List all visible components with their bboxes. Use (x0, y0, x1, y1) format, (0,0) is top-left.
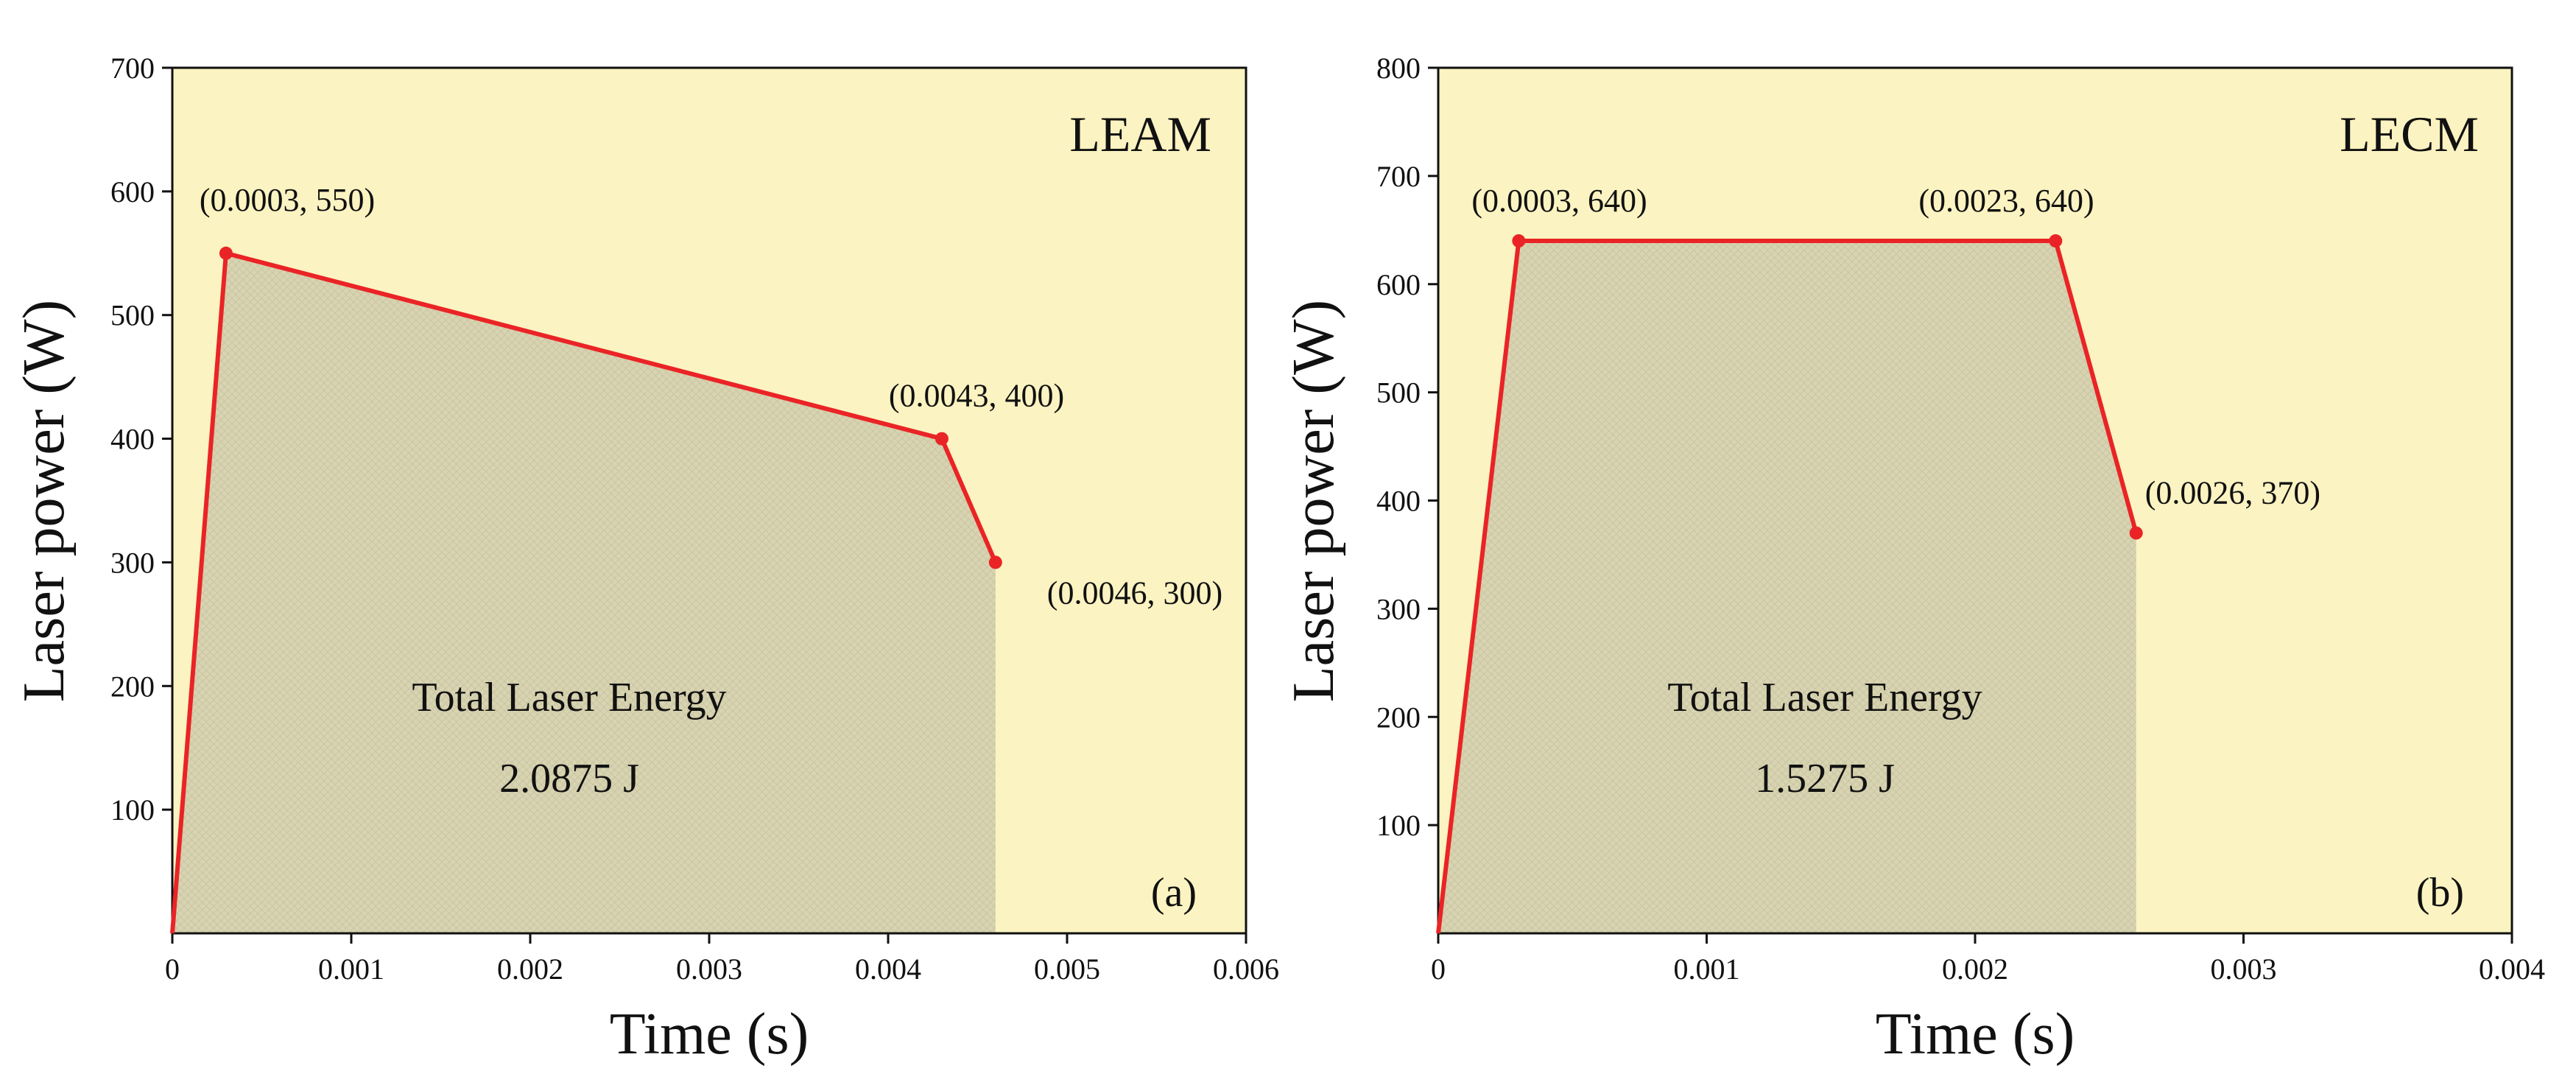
subfigure-label: (a) (1151, 870, 1197, 916)
data-point (219, 246, 233, 260)
energy-annotation-title: Total Laser Energy (1667, 675, 1982, 720)
y-tick-label: 800 (1376, 52, 1421, 85)
y-tick-label: 200 (1376, 701, 1421, 734)
x-axis-title-b: Time (s) (1876, 1002, 2074, 1067)
chart-lecm: 0 0.001 0.002 0.003 0.004 100 200 300 400 500 600 7… (1281, 52, 2545, 1067)
y-axis-title-a: Laser power (W) (12, 300, 77, 702)
data-point-label: (0.0003, 640) (1471, 183, 1647, 219)
x-tick-label: 0.003 (2211, 952, 2277, 986)
panel-title: LEAM (1069, 106, 1211, 162)
x-tick-label: 0 (1431, 952, 1446, 986)
energy-area (1438, 241, 2136, 933)
chart-leam: 0 0.001 0.002 0.003 0.004 0.005 0.006 100 200 300… (12, 52, 1279, 1067)
data-point (988, 555, 1002, 569)
x-tick-label: 0.004 (855, 952, 921, 986)
x-tick-label: 0.001 (1674, 952, 1740, 986)
data-point (935, 432, 949, 446)
data-point (2129, 526, 2143, 540)
y-tick-label: 500 (110, 299, 155, 332)
y-tick-label: 300 (110, 546, 155, 579)
y-tick-label: 100 (1376, 809, 1421, 842)
y-tick-label: 700 (110, 52, 155, 85)
energy-annotation-title: Total Laser Energy (412, 675, 726, 720)
panel-title: LECM (2340, 106, 2479, 162)
x-tick-label: 0.005 (1034, 952, 1100, 986)
data-point-label: (0.0003, 550) (200, 182, 375, 218)
y-tick-label: 200 (110, 670, 155, 703)
x-tick-label: 0.003 (676, 952, 742, 986)
y-tick-label: 400 (1376, 485, 1421, 518)
x-tick-label: 0.002 (497, 952, 563, 986)
y-axis-title-b: Laser power (W) (1281, 300, 1346, 702)
x-tick-label: 0.001 (318, 952, 384, 986)
y-tick-label: 300 (1376, 592, 1421, 625)
x-tick-label: 0.004 (2479, 952, 2545, 986)
x-tick-label: 0.006 (1213, 952, 1279, 986)
data-point (2049, 234, 2063, 248)
y-tick-label: 500 (1376, 376, 1421, 410)
x-axis-title-a: Time (s) (610, 1002, 809, 1067)
y-tick-label: 600 (1376, 268, 1421, 301)
data-point-label: (0.0043, 400) (889, 378, 1064, 414)
data-point-label: (0.0046, 300) (1047, 575, 1222, 611)
y-tick-label: 700 (1376, 160, 1421, 193)
series-line (170, 250, 998, 934)
y-tick-label: 400 (110, 423, 155, 456)
data-point-label: (0.0023, 640) (1918, 183, 2094, 219)
energy-area (172, 253, 996, 933)
energy-annotation-value: 2.0875 J (499, 756, 639, 801)
data-point (1512, 234, 1526, 248)
x-tick-label: 0 (165, 952, 180, 986)
energy-annotation-value: 1.5275 J (1755, 756, 1895, 801)
subfigure-label: (b) (2416, 870, 2464, 916)
series-line (1436, 239, 2139, 934)
y-tick-label: 600 (110, 175, 155, 208)
y-tick-label: 100 (110, 793, 155, 826)
data-point-label: (0.0026, 370) (2145, 475, 2320, 511)
x-tick-label: 0.002 (1942, 952, 2008, 986)
